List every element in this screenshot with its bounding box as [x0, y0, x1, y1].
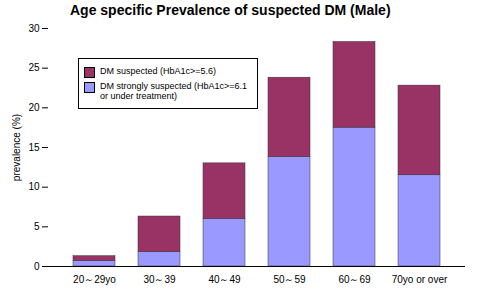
svg-text:20～29yo: 20～29yo [73, 274, 116, 285]
svg-text:40～49: 40～49 [208, 274, 241, 285]
svg-text:60～69: 60～69 [338, 274, 371, 285]
svg-text:prevalence (%): prevalence (%) [11, 114, 22, 181]
svg-text:50～59: 50～59 [273, 274, 306, 285]
svg-text:20: 20 [28, 102, 40, 113]
svg-text:30: 30 [28, 23, 40, 34]
svg-text:30～39: 30～39 [143, 274, 176, 285]
html-text:DM suspected (HbA1c>=5.6): DM suspected (HbA1c>=5.6) [100, 66, 217, 76]
svg-text:70yo or over: 70yo or over [392, 274, 448, 285]
html-text:DM strongly suspected (HbA1c>=: DM strongly suspected (HbA1c>=6.1 or und… [100, 81, 248, 101]
html-text:Age specific Prevalence of sus: Age specific Prevalence of suspected DM … [70, 2, 391, 18]
svg-text:25: 25 [28, 62, 40, 73]
svg-text:15: 15 [28, 142, 40, 153]
svg-text:5: 5 [34, 221, 40, 232]
svg-text:10: 10 [28, 181, 40, 192]
svg-text:0: 0 [34, 261, 40, 272]
